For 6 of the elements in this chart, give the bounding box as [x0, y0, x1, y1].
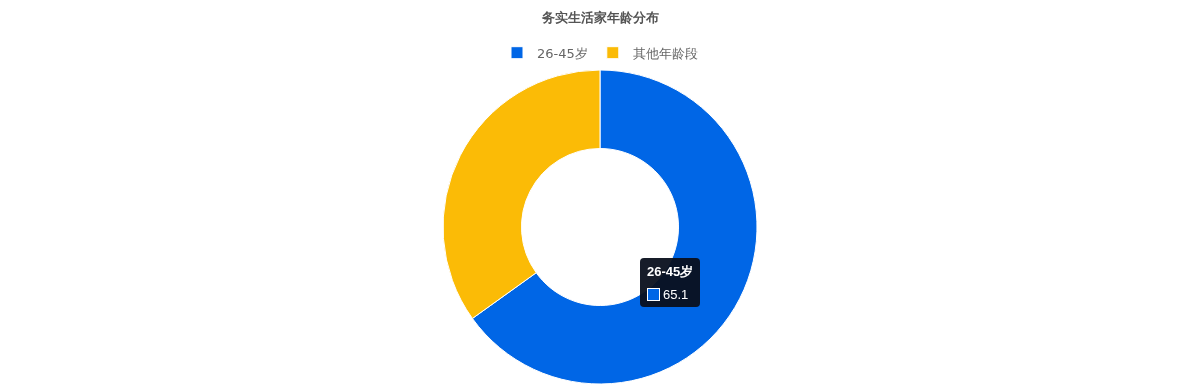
legend-label: 26-45岁 — [537, 45, 588, 61]
slice-label: 26-45岁 — [647, 263, 694, 281]
tooltip-box: 26-45岁 65.1 — [640, 258, 701, 307]
data-label: 65.1 — [663, 287, 689, 302]
chart-title: 务实生活家年龄分布 — [540, 9, 659, 25]
legend-label: 其他年龄段 — [632, 45, 698, 61]
